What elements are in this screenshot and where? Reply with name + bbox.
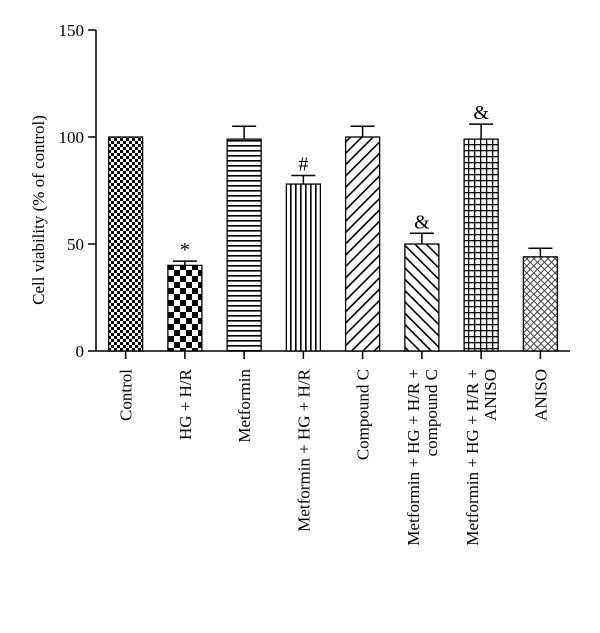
bar — [107, 136, 144, 352]
x-tick-label: Metformin + HG + H/R — [294, 368, 313, 531]
x-tick-label: ANISO — [531, 369, 550, 421]
category-labels: Control HG + H/R Metformin Metformin + HG +… — [117, 368, 551, 545]
y-axis: 0 50 100 150 — [59, 21, 97, 361]
x-tick-label: Compound C — [354, 369, 373, 460]
x-tick-label: compound C — [422, 369, 441, 456]
bar — [404, 243, 440, 352]
y-tick-label: 50 — [67, 235, 84, 254]
bar — [522, 256, 559, 352]
significance-marker: & — [473, 102, 489, 124]
x-tick-label: Metformin + HG + H/R + — [404, 369, 423, 546]
bar — [226, 138, 262, 352]
y-axis-title: Cell viability (% of control) — [29, 115, 48, 305]
x-tick-label: ANISO — [481, 369, 500, 421]
y-tick-label: 150 — [59, 21, 85, 40]
x-axis — [96, 350, 570, 359]
x-tick-label: Metformin + HG + H/R + — [463, 369, 482, 546]
y-tick-label: 100 — [59, 128, 85, 147]
bar — [285, 183, 322, 352]
significance-marker: # — [298, 154, 308, 176]
x-tick-label: HG + H/R — [176, 368, 195, 440]
x-tick-label: Metformin — [235, 369, 254, 443]
bars: * # & & — [107, 102, 559, 352]
bar — [167, 264, 203, 352]
significance-marker: & — [414, 211, 430, 233]
bar — [463, 138, 499, 352]
x-tick-label: Control — [117, 369, 136, 421]
y-tick-label: 0 — [76, 342, 85, 361]
bar — [344, 136, 381, 352]
significance-marker: * — [180, 239, 190, 261]
